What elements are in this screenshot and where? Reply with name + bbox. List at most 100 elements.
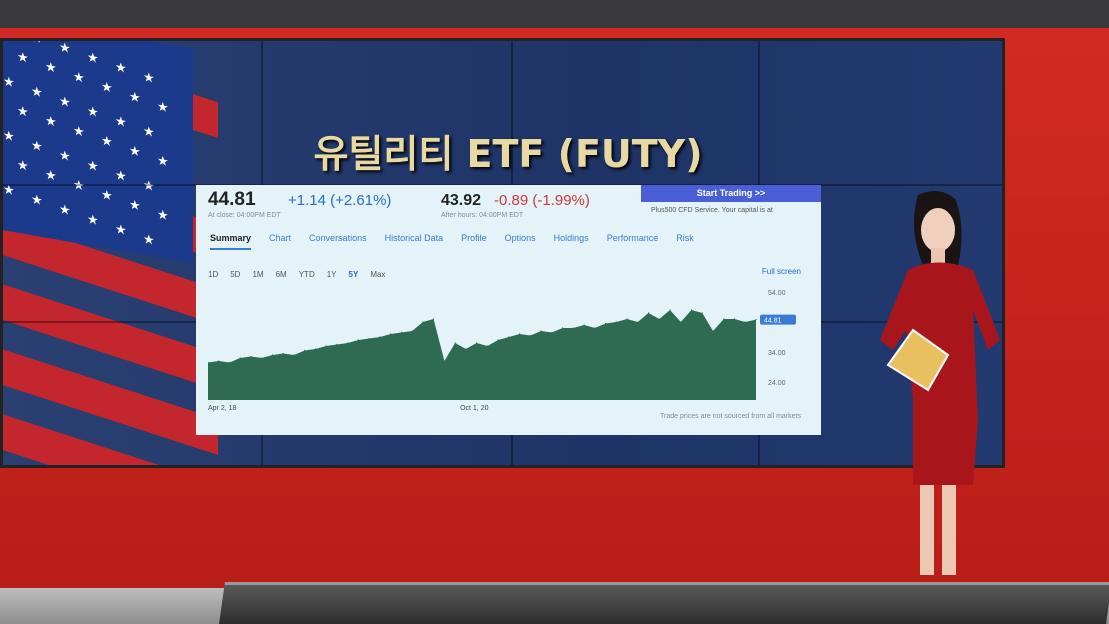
- stock-quote-panel: 44.81 +1.14 (+2.61%) At close: 04:00PM E…: [196, 185, 821, 435]
- data-point: [572, 327, 574, 329]
- star-icon: ★: [17, 157, 29, 175]
- data-point: [701, 312, 703, 314]
- after-hours-price: 43.92: [441, 192, 482, 209]
- data-point: [561, 327, 564, 329]
- data-point: [508, 336, 510, 338]
- range-6m[interactable]: 6M: [275, 270, 287, 279]
- tab-conversations[interactable]: Conversations: [309, 233, 367, 243]
- data-point: [250, 355, 252, 358]
- tab-options[interactable]: Options: [504, 233, 536, 243]
- star-icon: ★: [157, 99, 169, 117]
- price-chart: 54.00 34.00 24.00 44.81 Apr 2, 18 Oct 1, 20: [208, 290, 796, 412]
- star-icon: ★: [115, 59, 127, 77]
- star-icon: ★: [101, 79, 113, 97]
- data-point: [293, 354, 295, 356]
- current-value-marker: [760, 314, 796, 325]
- data-point: [733, 318, 736, 320]
- data-point: [615, 321, 617, 323]
- tab-risk[interactable]: Risk: [676, 233, 694, 243]
- star-icon: ★: [59, 94, 71, 112]
- tab-holdings[interactable]: Holdings: [553, 233, 589, 243]
- data-point: [228, 361, 231, 364]
- range-1y[interactable]: 1Y: [326, 270, 337, 279]
- star-icon: ★: [73, 123, 85, 141]
- star-icon: ★: [87, 157, 99, 175]
- tab-historical-data[interactable]: Historical Data: [384, 233, 444, 243]
- after-hours-label: After hours: 04:00PM EDT: [441, 212, 524, 219]
- tab-chart[interactable]: Chart: [269, 233, 292, 243]
- data-point: [669, 309, 671, 311]
- y-tick-label: 34.00: [768, 350, 786, 357]
- ad-text: Plus500 CFD Service. Your capital is at: [651, 207, 773, 214]
- video-wall: ★ ★ ★ ★ ★ ★ ★ ★ ★ ★ ★ ★ ★ ★ ★ ★ ★ ★ ★ ★ ★ ★ ★ ★ ★ ★ ★ ★ ★ ★ ★ ★ ★ ★ ★ ★ ★ ★ ★ ★…: [0, 38, 1005, 468]
- data-point: [208, 361, 209, 364]
- data-point: [325, 345, 327, 347]
- data-point: [680, 321, 682, 323]
- star-icon: ★: [101, 133, 113, 151]
- star-icon: ★: [87, 103, 99, 121]
- data-point: [486, 345, 488, 347]
- data-point: [540, 330, 542, 332]
- star-icon: ★: [129, 197, 141, 215]
- data-point: [261, 357, 263, 359]
- data-point: [594, 327, 596, 329]
- range-selector: 1D 5D 1M 6M YTD 1Y 5Y Max: [208, 270, 385, 279]
- data-point: [712, 330, 714, 332]
- star-icon: ★: [31, 192, 43, 210]
- data-point: [357, 339, 360, 341]
- close-price: 44.81: [208, 189, 256, 210]
- star-icon: ★: [87, 49, 99, 67]
- data-point: [218, 360, 220, 362]
- data-point: [637, 321, 639, 323]
- data-point: [690, 309, 693, 311]
- tab-summary[interactable]: Summary: [210, 233, 252, 250]
- star-icon: ★: [3, 74, 15, 92]
- range-max[interactable]: Max: [370, 270, 386, 279]
- star-icon: ★: [31, 84, 43, 102]
- data-point: [755, 318, 757, 321]
- star-icon: ★: [129, 143, 141, 161]
- data-point: [476, 342, 478, 344]
- star-icon: ★: [45, 59, 57, 77]
- close-change: +1.14 (+2.61%): [288, 192, 392, 209]
- star-icon: ★: [143, 123, 155, 141]
- data-point: [422, 321, 424, 323]
- star-icon: ★: [87, 211, 99, 229]
- star-icon: ★: [59, 41, 71, 58]
- price-area: [208, 310, 756, 400]
- data-point: [604, 322, 607, 325]
- y-tick-label: 54.00: [768, 290, 786, 297]
- data-point: [304, 349, 306, 352]
- footnote: Trade prices are not sourced from all ma…: [660, 413, 801, 420]
- range-ytd[interactable]: YTD: [298, 270, 315, 279]
- current-value-label: 44.81: [764, 318, 782, 325]
- star-icon: ★: [45, 167, 57, 185]
- data-point: [390, 333, 392, 335]
- star-icon: ★: [157, 207, 169, 225]
- full-screen-link[interactable]: Full screen: [761, 267, 801, 276]
- range-1d[interactable]: 1D: [208, 270, 219, 279]
- data-point: [271, 354, 274, 356]
- star-icon: ★: [129, 89, 141, 107]
- data-point: [626, 318, 628, 320]
- range-1m[interactable]: 1M: [252, 270, 264, 279]
- ceiling: [0, 0, 1109, 28]
- data-point: [647, 312, 650, 314]
- data-point: [454, 342, 456, 344]
- star-icon: ★: [3, 128, 15, 146]
- star-icon: ★: [73, 69, 85, 87]
- tab-performance[interactable]: Performance: [606, 233, 659, 243]
- star-icon: ★: [157, 153, 169, 171]
- y-tick-label: 24.00: [768, 380, 786, 387]
- range-5d[interactable]: 5D: [230, 270, 241, 279]
- data-point: [379, 336, 381, 338]
- after-hours-change: -0.89 (-1.99%): [494, 192, 590, 209]
- star-icon: ★: [115, 113, 127, 131]
- star-icon: ★: [31, 138, 43, 156]
- tab-profile[interactable]: Profile: [461, 233, 487, 243]
- data-point: [529, 334, 531, 337]
- star-icon: ★: [73, 177, 85, 195]
- range-5y[interactable]: 5Y: [348, 270, 359, 279]
- start-trading-button[interactable]: Start Trading >>: [641, 185, 821, 202]
- x-tick-label: Oct 1, 20: [460, 405, 489, 412]
